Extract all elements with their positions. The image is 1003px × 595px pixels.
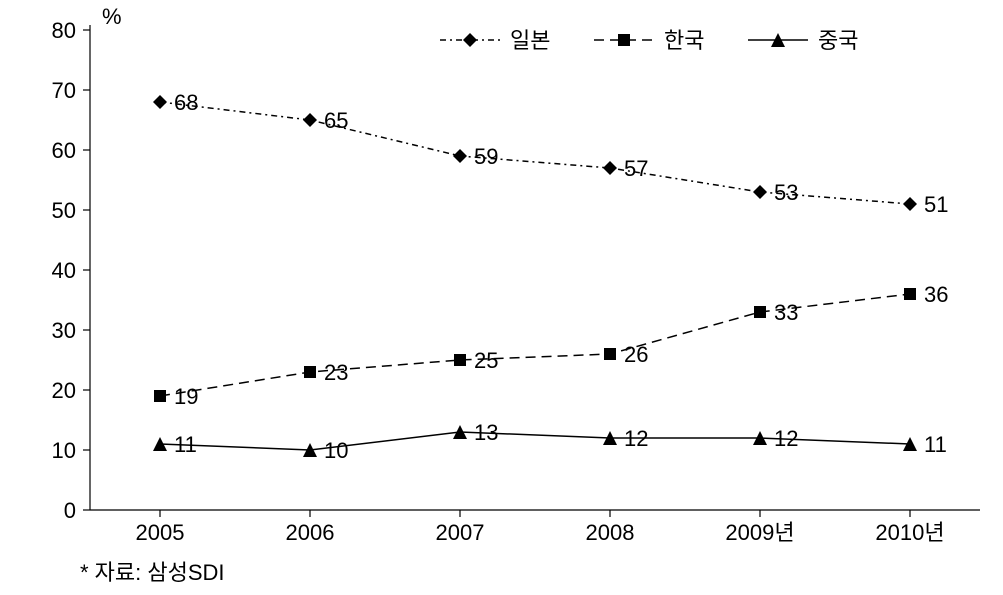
- data-label-korea: 19: [174, 384, 198, 409]
- legend-marker-korea: [618, 34, 630, 46]
- data-label-japan: 65: [324, 108, 348, 133]
- data-label-japan: 53: [774, 180, 798, 205]
- data-label-china: 13: [474, 420, 498, 445]
- x-tick-label: 2010년: [875, 520, 944, 545]
- data-label-china: 11: [174, 432, 197, 457]
- chart-container: 0 10 20 30 40 50 60 70 80% 2005 2006 2007 2008 2009년 2…: [0, 0, 1003, 595]
- x-tick-label: 2005: [136, 520, 185, 545]
- y-tick-label: 70: [52, 78, 76, 103]
- y-tick-label: 10: [52, 438, 76, 463]
- y-tick-label: 60: [52, 138, 76, 163]
- x-tick-label: 2007: [436, 520, 485, 545]
- y-unit-label: %: [102, 4, 122, 29]
- legend-label-china: 중국: [818, 28, 858, 53]
- marker-korea: [754, 306, 766, 318]
- x-tick-label: 2009년: [725, 520, 794, 545]
- data-label-japan: 51: [924, 192, 948, 217]
- y-tick-label: 30: [52, 318, 76, 343]
- data-label-china: 10: [324, 438, 348, 463]
- marker-korea: [904, 288, 916, 300]
- y-tick-label: 0: [64, 498, 76, 523]
- legend-label-japan: 일본: [510, 28, 550, 53]
- y-tick-label: 20: [52, 378, 76, 403]
- y-tick-label: 50: [52, 198, 76, 223]
- chart-background: [0, 0, 1003, 595]
- data-label-china: 12: [624, 426, 648, 451]
- data-label-korea: 36: [924, 282, 948, 307]
- x-tick-label: 2006: [286, 520, 335, 545]
- data-label-korea: 33: [774, 300, 798, 325]
- source-note: * 자료: 삼성SDI: [80, 560, 225, 585]
- marker-korea: [604, 348, 616, 360]
- marker-korea: [454, 354, 466, 366]
- line-chart: 0 10 20 30 40 50 60 70 80% 2005 2006 2007 2008 2009년 2…: [0, 0, 1003, 595]
- data-label-japan: 57: [624, 156, 648, 181]
- data-label-korea: 23: [324, 360, 348, 385]
- x-tick-label: 2008: [586, 520, 635, 545]
- data-label-korea: 26: [624, 342, 648, 367]
- y-tick-label: 40: [52, 258, 76, 283]
- data-label-japan: 68: [174, 90, 198, 115]
- y-tick-label: 80: [52, 18, 76, 43]
- data-label-korea: 25: [474, 348, 498, 373]
- legend-label-korea: 한국: [664, 28, 704, 53]
- marker-korea: [154, 390, 166, 402]
- data-label-japan: 59: [474, 144, 498, 169]
- data-label-china: 11: [924, 432, 947, 457]
- data-label-china: 12: [774, 426, 798, 451]
- marker-korea: [304, 366, 316, 378]
